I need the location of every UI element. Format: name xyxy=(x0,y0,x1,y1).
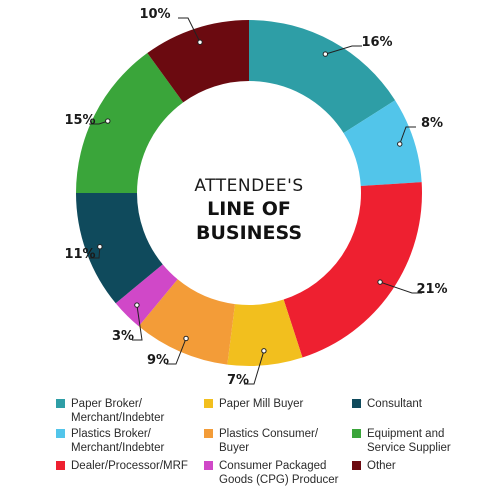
leader-line xyxy=(325,45,362,55)
leader-line xyxy=(132,305,143,341)
legend-swatch xyxy=(56,461,65,470)
pct-label: 11% xyxy=(64,247,95,262)
leader-line xyxy=(89,246,101,259)
leader-dot xyxy=(105,118,111,124)
pct-label: 21% xyxy=(416,282,447,297)
legend-label: Plastics Consumer/ xyxy=(219,428,319,440)
leader-dot xyxy=(183,335,189,342)
legend-swatch xyxy=(352,429,361,438)
pct-label: 9% xyxy=(147,353,169,368)
legend-label: Goods (CPG) Producer xyxy=(219,474,339,486)
legend-label: Plastics Broker/ xyxy=(71,428,152,440)
leader-lines-group: 16% 8% 21% 7% 9% 3% 11% 15% 10% xyxy=(64,7,447,388)
legend-label: Merchant/Indebter xyxy=(71,412,165,424)
leader-dot xyxy=(134,302,140,308)
title-line-3: BUSINESS xyxy=(196,222,302,244)
pct-label: 16% xyxy=(361,35,392,50)
legend-swatch xyxy=(204,461,213,470)
legend-label: Buyer xyxy=(219,442,249,454)
leader-dot xyxy=(377,279,383,285)
legend-label: Paper Mill Buyer xyxy=(219,398,304,410)
slice-4 xyxy=(227,299,303,366)
slice-8 xyxy=(76,53,184,194)
leader-dot xyxy=(97,243,103,250)
legend-label: Dealer/Processor/MRF xyxy=(71,460,188,472)
leader-line xyxy=(379,281,422,294)
pct-label: 15% xyxy=(64,113,95,128)
legend-label: Paper Broker/ xyxy=(71,398,143,410)
leader-line xyxy=(399,126,416,145)
chart-title: ATTENDEE'S LINE OF BUSINESS xyxy=(194,176,303,244)
legend-swatch xyxy=(204,429,213,438)
slice-7 xyxy=(76,193,163,304)
leader-line xyxy=(166,338,187,365)
slice-1 xyxy=(249,20,396,133)
legend-swatch xyxy=(56,429,65,438)
legend-swatch xyxy=(56,399,65,408)
pct-label: 3% xyxy=(112,329,134,344)
legend-label: Consultant xyxy=(367,398,423,410)
title-line-1: ATTENDEE'S xyxy=(194,176,303,196)
legend-swatch xyxy=(352,399,361,408)
leader-line xyxy=(178,17,201,43)
leader-dot xyxy=(322,51,329,57)
slice-2 xyxy=(343,100,422,186)
legend: Paper Broker/Merchant/Indebter Plastics B… xyxy=(56,398,451,486)
leader-dot xyxy=(197,39,203,45)
legend-label: Consumer Packaged xyxy=(219,460,326,472)
slice-5 xyxy=(138,279,235,365)
slice-6 xyxy=(115,264,178,327)
legend-label: Merchant/Indebter xyxy=(71,442,165,454)
pct-label: 10% xyxy=(139,7,170,22)
pct-label: 8% xyxy=(421,116,443,131)
pct-label: 7% xyxy=(227,373,249,388)
slice-3 xyxy=(283,182,422,358)
leader-line xyxy=(89,120,108,125)
legend-swatch xyxy=(352,461,361,470)
title-line-2: LINE OF xyxy=(207,198,291,220)
leader-dot xyxy=(397,141,403,147)
legend-label: Equipment and xyxy=(367,428,444,440)
legend-label: Other xyxy=(367,460,396,472)
slices-group xyxy=(76,20,422,366)
leader-line xyxy=(244,350,265,385)
legend-swatch xyxy=(204,399,213,408)
legend-label: Service Supplier xyxy=(367,442,451,454)
slice-9 xyxy=(147,20,249,103)
leader-dot xyxy=(261,348,267,354)
